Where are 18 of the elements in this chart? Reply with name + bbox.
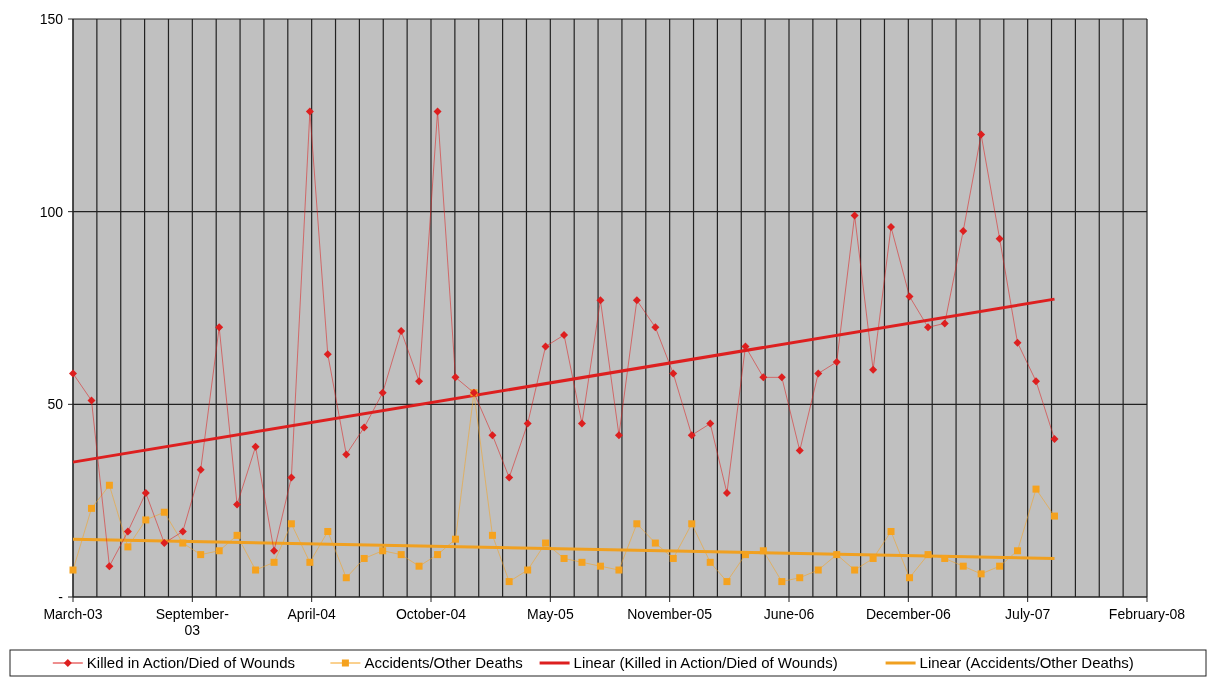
x-tick-label: February-08 <box>1108 606 1186 622</box>
legend-label: Linear (Accidents/Other Deaths) <box>919 654 1134 672</box>
y-tick-label: 150 <box>39 10 64 27</box>
legend-label: Killed in Action/Died of Wounds <box>86 654 295 672</box>
y-tick-label: 50 <box>47 396 64 413</box>
x-tick-label: May-05 <box>526 606 574 622</box>
x-tick-label: March-03 <box>43 606 103 622</box>
x-tick-label: June-06 <box>763 606 815 622</box>
y-tick-label: 100 <box>39 203 64 220</box>
legend-label: Linear (Killed in Action/Died of Wounds) <box>573 654 838 672</box>
x-tick-label: September-03 <box>155 606 230 638</box>
y-tick-label: - <box>58 588 64 605</box>
x-tick-label: December-06 <box>865 606 951 622</box>
legend-label: Accidents/Other Deaths <box>364 654 523 672</box>
x-tick-label: October-04 <box>395 606 467 622</box>
x-tick-label: April-04 <box>287 606 336 622</box>
x-tick-label: July-07 <box>1005 606 1051 622</box>
x-tick-label: November-05 <box>627 606 713 622</box>
